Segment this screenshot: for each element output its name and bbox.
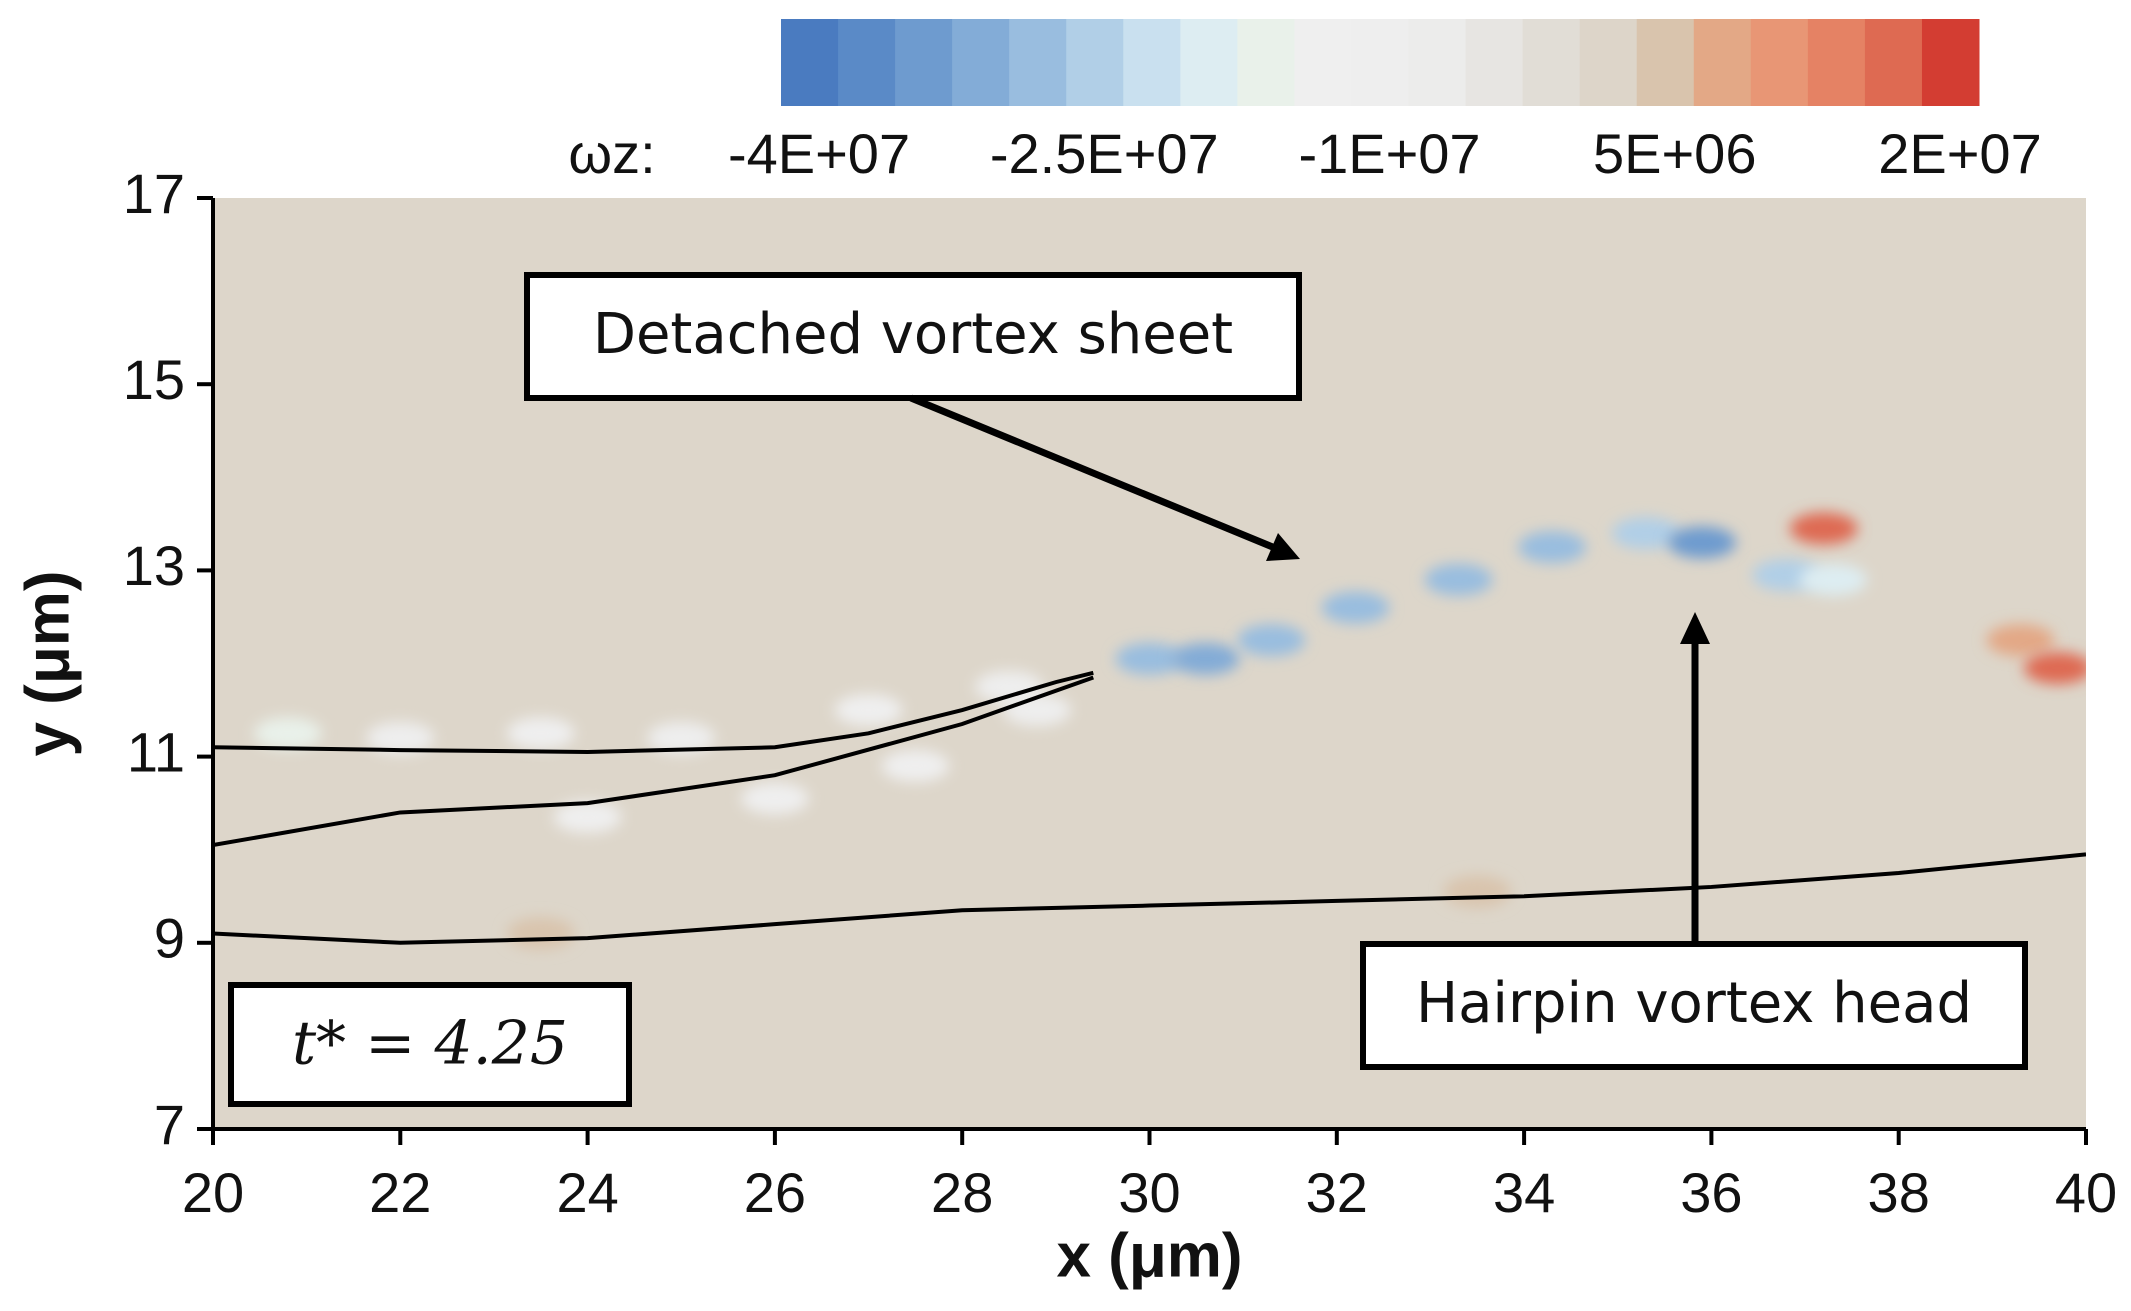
y-tick-label: 11 (127, 720, 185, 783)
x-tick-label: 40 (2055, 1161, 2117, 1224)
vorticity-blob (553, 801, 622, 834)
x-tick-label: 26 (744, 1161, 806, 1224)
colorbar-band (1921, 19, 1980, 106)
x-tick-label: 36 (1680, 1161, 1742, 1224)
vorticity-blob (1171, 642, 1240, 675)
vorticity-blob (1237, 624, 1306, 657)
colorbar-band (1408, 19, 1467, 106)
vorticity-blob (1668, 526, 1737, 559)
contour-line (213, 852, 2086, 945)
arrow (909, 394, 1282, 554)
colorbar-band (781, 19, 839, 106)
arrow-head (1680, 612, 1710, 644)
y-tick-label: 13 (123, 534, 185, 597)
y-tick-label: 7 (154, 1093, 185, 1156)
vorticity-blob (253, 717, 322, 750)
vorticity-blob (1789, 512, 1858, 545)
x-tick-label: 22 (369, 1161, 431, 1224)
colorbar-band (1636, 19, 1695, 106)
annotation-box (524, 272, 1302, 401)
colorbar-band (1237, 19, 1295, 106)
x-tick-label: 20 (182, 1161, 244, 1224)
vorticity-blob (506, 917, 575, 950)
annotation: Detached vortex sheet (593, 302, 1233, 367)
colorbar-band (1864, 19, 1923, 106)
colorbar-band (1294, 19, 1352, 106)
y-tick-label: 17 (123, 162, 185, 225)
time-label: t* = 4.25 (292, 1009, 568, 1079)
colorbar-tick-label: 5E+06 (1593, 122, 1757, 185)
colorbar-band (1351, 19, 1410, 106)
x-tick-label: 28 (931, 1161, 993, 1224)
colorbar-band (1180, 19, 1238, 106)
y-axis-title: y (μm) (13, 570, 82, 756)
vorticity-blob (1443, 875, 1512, 908)
vorticity-blob (740, 782, 809, 815)
x-axis-title: x (μm) (1056, 1221, 1242, 1290)
x-tick-label: 24 (556, 1161, 618, 1224)
colorbar-tick-label: -1E+07 (1298, 122, 1480, 185)
colorbar-tick-label: 2E+07 (1878, 122, 2042, 185)
arrow-head (1266, 533, 1300, 561)
contour-line (213, 675, 1094, 848)
annotation: Hairpin vortex head (1416, 971, 1972, 1036)
annotation-box (1360, 941, 2028, 1070)
colorbar-tick-label: -2.5E+07 (990, 122, 1219, 185)
vorticity-blob (506, 717, 575, 750)
colorbar-band (1465, 19, 1524, 106)
vorticity-blob (1321, 591, 1390, 624)
colorbar-band (1123, 19, 1181, 106)
vorticity-blob (1986, 624, 2055, 657)
colorbar-band (1009, 19, 1067, 106)
colorbar-band (1066, 19, 1124, 106)
vorticity-blob (1611, 517, 1680, 550)
y-tick-label: 9 (154, 907, 185, 970)
colorbar-band (895, 19, 953, 106)
vorticity-blob (1115, 642, 1184, 675)
field (213, 512, 2086, 950)
colorbar-band (1579, 19, 1638, 106)
vorticity-blob (1424, 563, 1493, 596)
colorbar-tick-label: -4E+07 (728, 122, 910, 185)
colorbar-band (838, 19, 896, 106)
x-tick-label: 38 (1868, 1161, 1930, 1224)
vorticity-blob (366, 721, 435, 754)
vorticity-blob (834, 694, 903, 727)
y-tick-label: 15 (123, 348, 185, 411)
colorbar-band (1807, 19, 1866, 106)
vorticity-blob (881, 749, 950, 782)
x-tick-label: 34 (1493, 1161, 1555, 1224)
vorticity-blob (647, 721, 716, 754)
colorbar-band (1522, 19, 1581, 106)
vorticity-blob (2023, 652, 2086, 685)
colorbar-label: ωz: (568, 122, 655, 185)
x-tick-label: 30 (1118, 1161, 1180, 1224)
vorticity-blob (1799, 563, 1868, 596)
annotation-box (228, 982, 632, 1107)
x-tick-label: 32 (1306, 1161, 1368, 1224)
contour-line (213, 670, 1094, 754)
colorbar-band (952, 19, 1010, 106)
vorticity-blob (975, 670, 1044, 703)
colorbar-band (1693, 19, 1752, 106)
vorticity-blob (1518, 531, 1587, 564)
colorbar-band (1750, 19, 1809, 106)
